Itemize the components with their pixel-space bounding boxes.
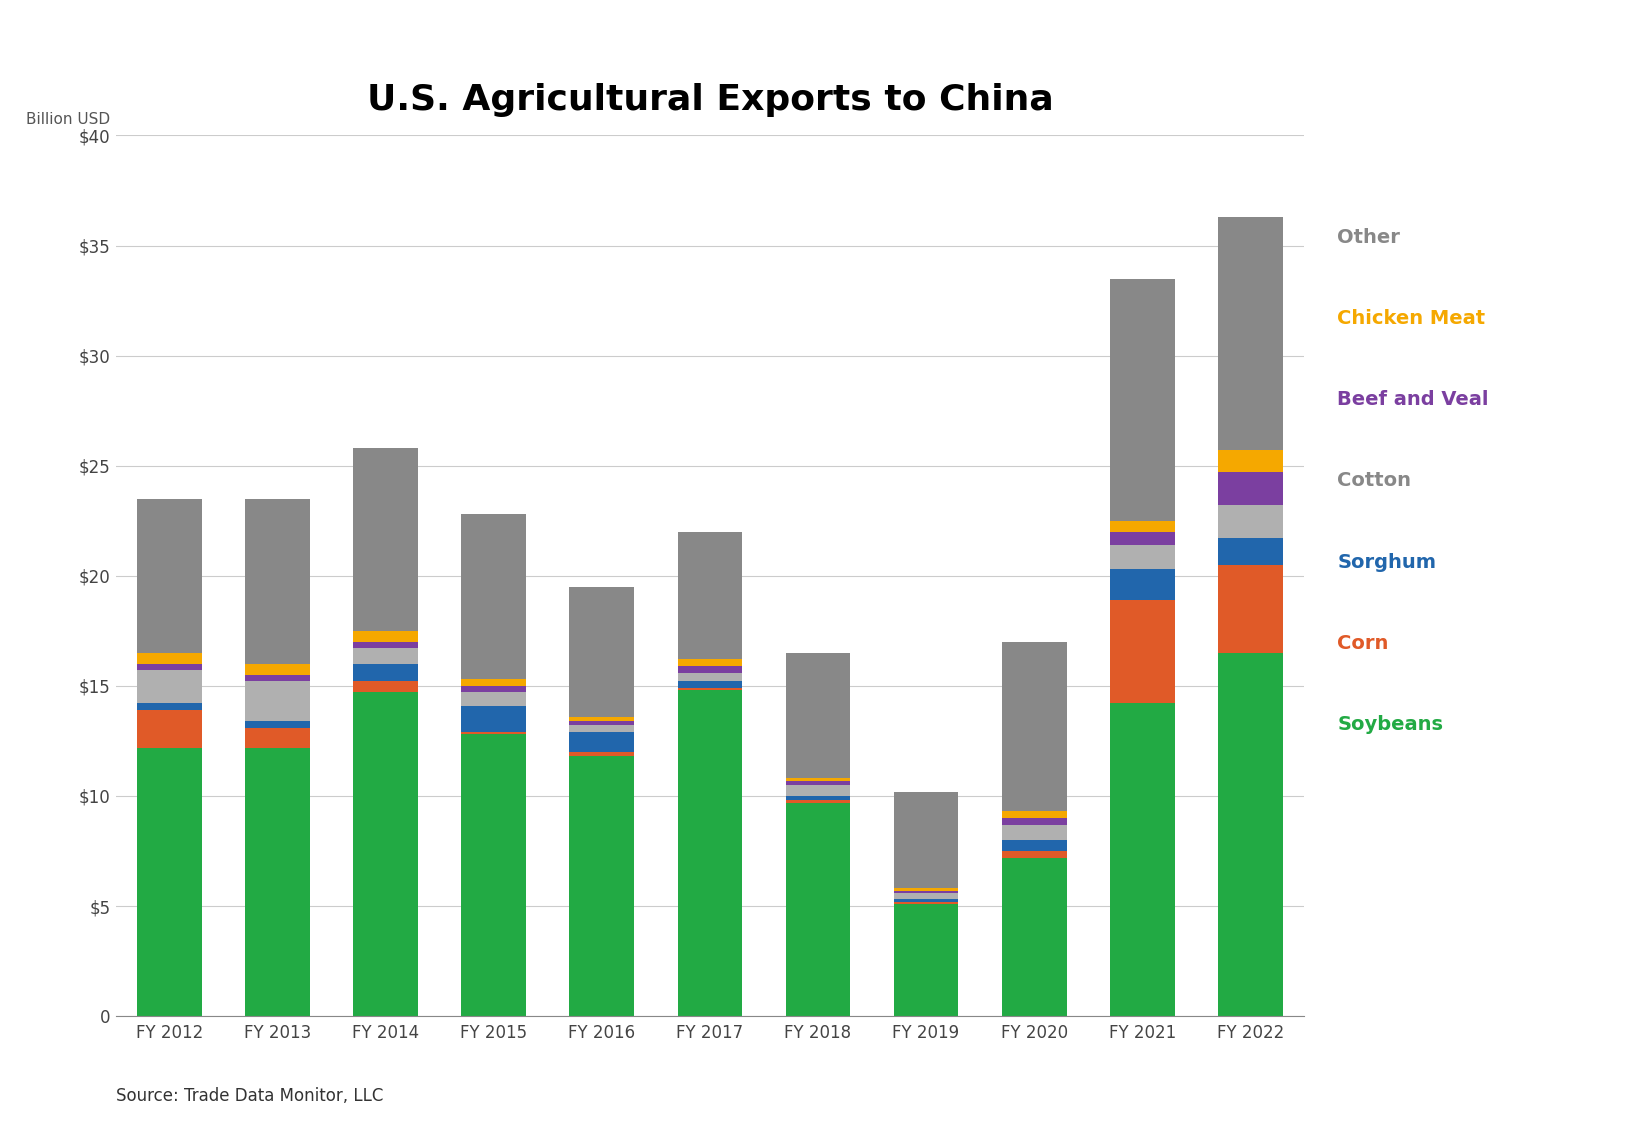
Bar [786, 780, 850, 785]
Bar [786, 803, 850, 1016]
Bar [1109, 279, 1174, 520]
Bar [246, 682, 310, 721]
Bar [461, 734, 527, 1016]
Bar [893, 900, 959, 902]
Bar [246, 675, 310, 682]
Text: Cotton: Cotton [1337, 472, 1412, 490]
Text: Beef and Veal: Beef and Veal [1337, 391, 1489, 409]
Bar [246, 721, 310, 728]
Bar [1218, 564, 1283, 653]
Bar [570, 717, 634, 721]
Bar [1218, 217, 1283, 450]
Bar [461, 706, 527, 732]
Title: U.S. Agricultural Exports to China: U.S. Agricultural Exports to China [367, 84, 1053, 117]
Bar [353, 448, 418, 631]
Bar [461, 680, 527, 685]
Bar [353, 641, 418, 648]
Bar [1109, 569, 1174, 599]
Bar [353, 682, 418, 692]
Text: Chicken Meat: Chicken Meat [1337, 309, 1486, 327]
Text: Corn: Corn [1337, 634, 1388, 653]
Bar [786, 796, 850, 800]
Bar [1002, 817, 1067, 824]
Bar [570, 721, 634, 726]
Bar [1218, 472, 1283, 506]
Bar [353, 692, 418, 1016]
Bar [1002, 840, 1067, 851]
Bar [893, 889, 959, 891]
Bar [353, 648, 418, 664]
Bar [786, 653, 850, 778]
Bar [461, 514, 527, 680]
Bar [677, 682, 743, 688]
Bar [677, 688, 743, 690]
Bar [1109, 545, 1174, 569]
Bar [137, 710, 201, 747]
Bar [137, 653, 201, 664]
Bar [1109, 599, 1174, 703]
Bar [353, 631, 418, 641]
Bar [137, 499, 201, 653]
Bar [570, 587, 634, 717]
Bar [1218, 539, 1283, 564]
Bar [1109, 703, 1174, 1016]
Text: Billion USD: Billion USD [26, 112, 111, 126]
Text: Source: Trade Data Monitor, LLC: Source: Trade Data Monitor, LLC [116, 1087, 383, 1105]
Bar [246, 747, 310, 1016]
Bar [1109, 520, 1174, 532]
Bar [893, 893, 959, 900]
Text: Soybeans: Soybeans [1337, 716, 1443, 734]
Bar [137, 747, 201, 1016]
Bar [1002, 851, 1067, 858]
Bar [786, 785, 850, 796]
Bar [1109, 532, 1174, 545]
Bar [570, 756, 634, 1016]
Bar [1218, 653, 1283, 1016]
Bar [677, 659, 743, 666]
Bar [137, 664, 201, 671]
Bar [570, 726, 634, 732]
Bar [461, 685, 527, 692]
Text: Other: Other [1337, 228, 1400, 246]
Text: Sorghum: Sorghum [1337, 553, 1436, 571]
Bar [1002, 641, 1067, 812]
Bar [786, 778, 850, 780]
Bar [461, 732, 527, 734]
Bar [677, 532, 743, 659]
Bar [1002, 812, 1067, 817]
Bar [570, 732, 634, 752]
Bar [893, 791, 959, 889]
Bar [677, 690, 743, 1016]
Bar [137, 671, 201, 703]
Bar [786, 800, 850, 803]
Bar [246, 728, 310, 747]
Bar [893, 902, 959, 904]
Bar [893, 891, 959, 893]
Bar [893, 904, 959, 1016]
Bar [246, 499, 310, 664]
Bar [677, 666, 743, 673]
Bar [461, 692, 527, 706]
Bar [137, 703, 201, 710]
Bar [246, 664, 310, 675]
Bar [1002, 824, 1067, 840]
Bar [1218, 450, 1283, 472]
Bar [570, 752, 634, 756]
Bar [353, 664, 418, 682]
Bar [677, 673, 743, 682]
Bar [1218, 506, 1283, 539]
Bar [1002, 858, 1067, 1016]
